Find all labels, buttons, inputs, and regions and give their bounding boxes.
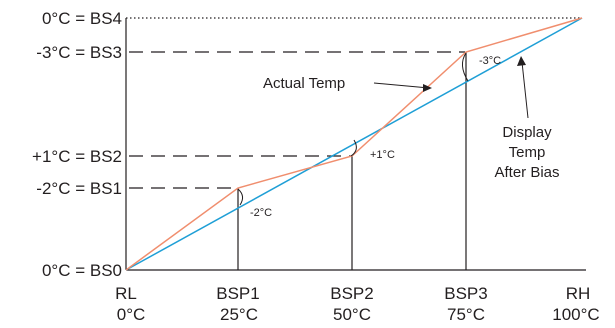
bs1-label: -2°C = BS1 — [36, 179, 122, 198]
display-temp-line — [125, 17, 583, 271]
actual-temp-pointer — [373, 82, 430, 89]
bsp2-bias-label: +1°C — [370, 149, 395, 161]
bs0-label: 0°C = BS0 — [42, 261, 122, 280]
display-temp-annotation-line1: Display — [502, 124, 552, 141]
bsp1-bias-arc — [237, 188, 244, 206]
rl-name-label: RL — [115, 284, 137, 303]
bsp3-bias-label: -3°C — [479, 55, 501, 67]
bsp2-name-label: BSP2 — [330, 284, 373, 303]
bs3-label: -3°C = BS3 — [36, 43, 122, 62]
bsp1-bias-label: -2°C — [250, 207, 272, 219]
bsp3-bias-arc — [462, 52, 469, 82]
rh-name-label: RH — [566, 284, 591, 303]
bs4-label: 0°C = BS4 — [42, 9, 122, 28]
bsp1-temp-label: 25°C — [220, 305, 258, 324]
actual-temp-annotation: Actual Temp — [263, 75, 345, 92]
bsp2-temp-label: 50°C — [333, 305, 371, 324]
display-temp-annotation-line3: After Bias — [494, 164, 559, 181]
bsp3-name-label: BSP3 — [444, 284, 487, 303]
rl-temp-label: 0°C — [117, 305, 146, 324]
actual-temp-line — [125, 17, 583, 271]
display-temp-annotation-line2: Temp — [509, 144, 546, 161]
bsp1-name-label: BSP1 — [216, 284, 259, 303]
display-temp-pointer — [521, 61, 529, 119]
actual-temp-arrowhead — [423, 84, 432, 92]
rh-temp-label: 100°C — [552, 305, 599, 324]
bsp3-temp-label: 75°C — [447, 305, 485, 324]
display-temp-arrowhead — [517, 56, 526, 66]
bsp2-bias-arc — [350, 139, 357, 157]
bs2-label: +1°C = BS2 — [32, 147, 122, 166]
